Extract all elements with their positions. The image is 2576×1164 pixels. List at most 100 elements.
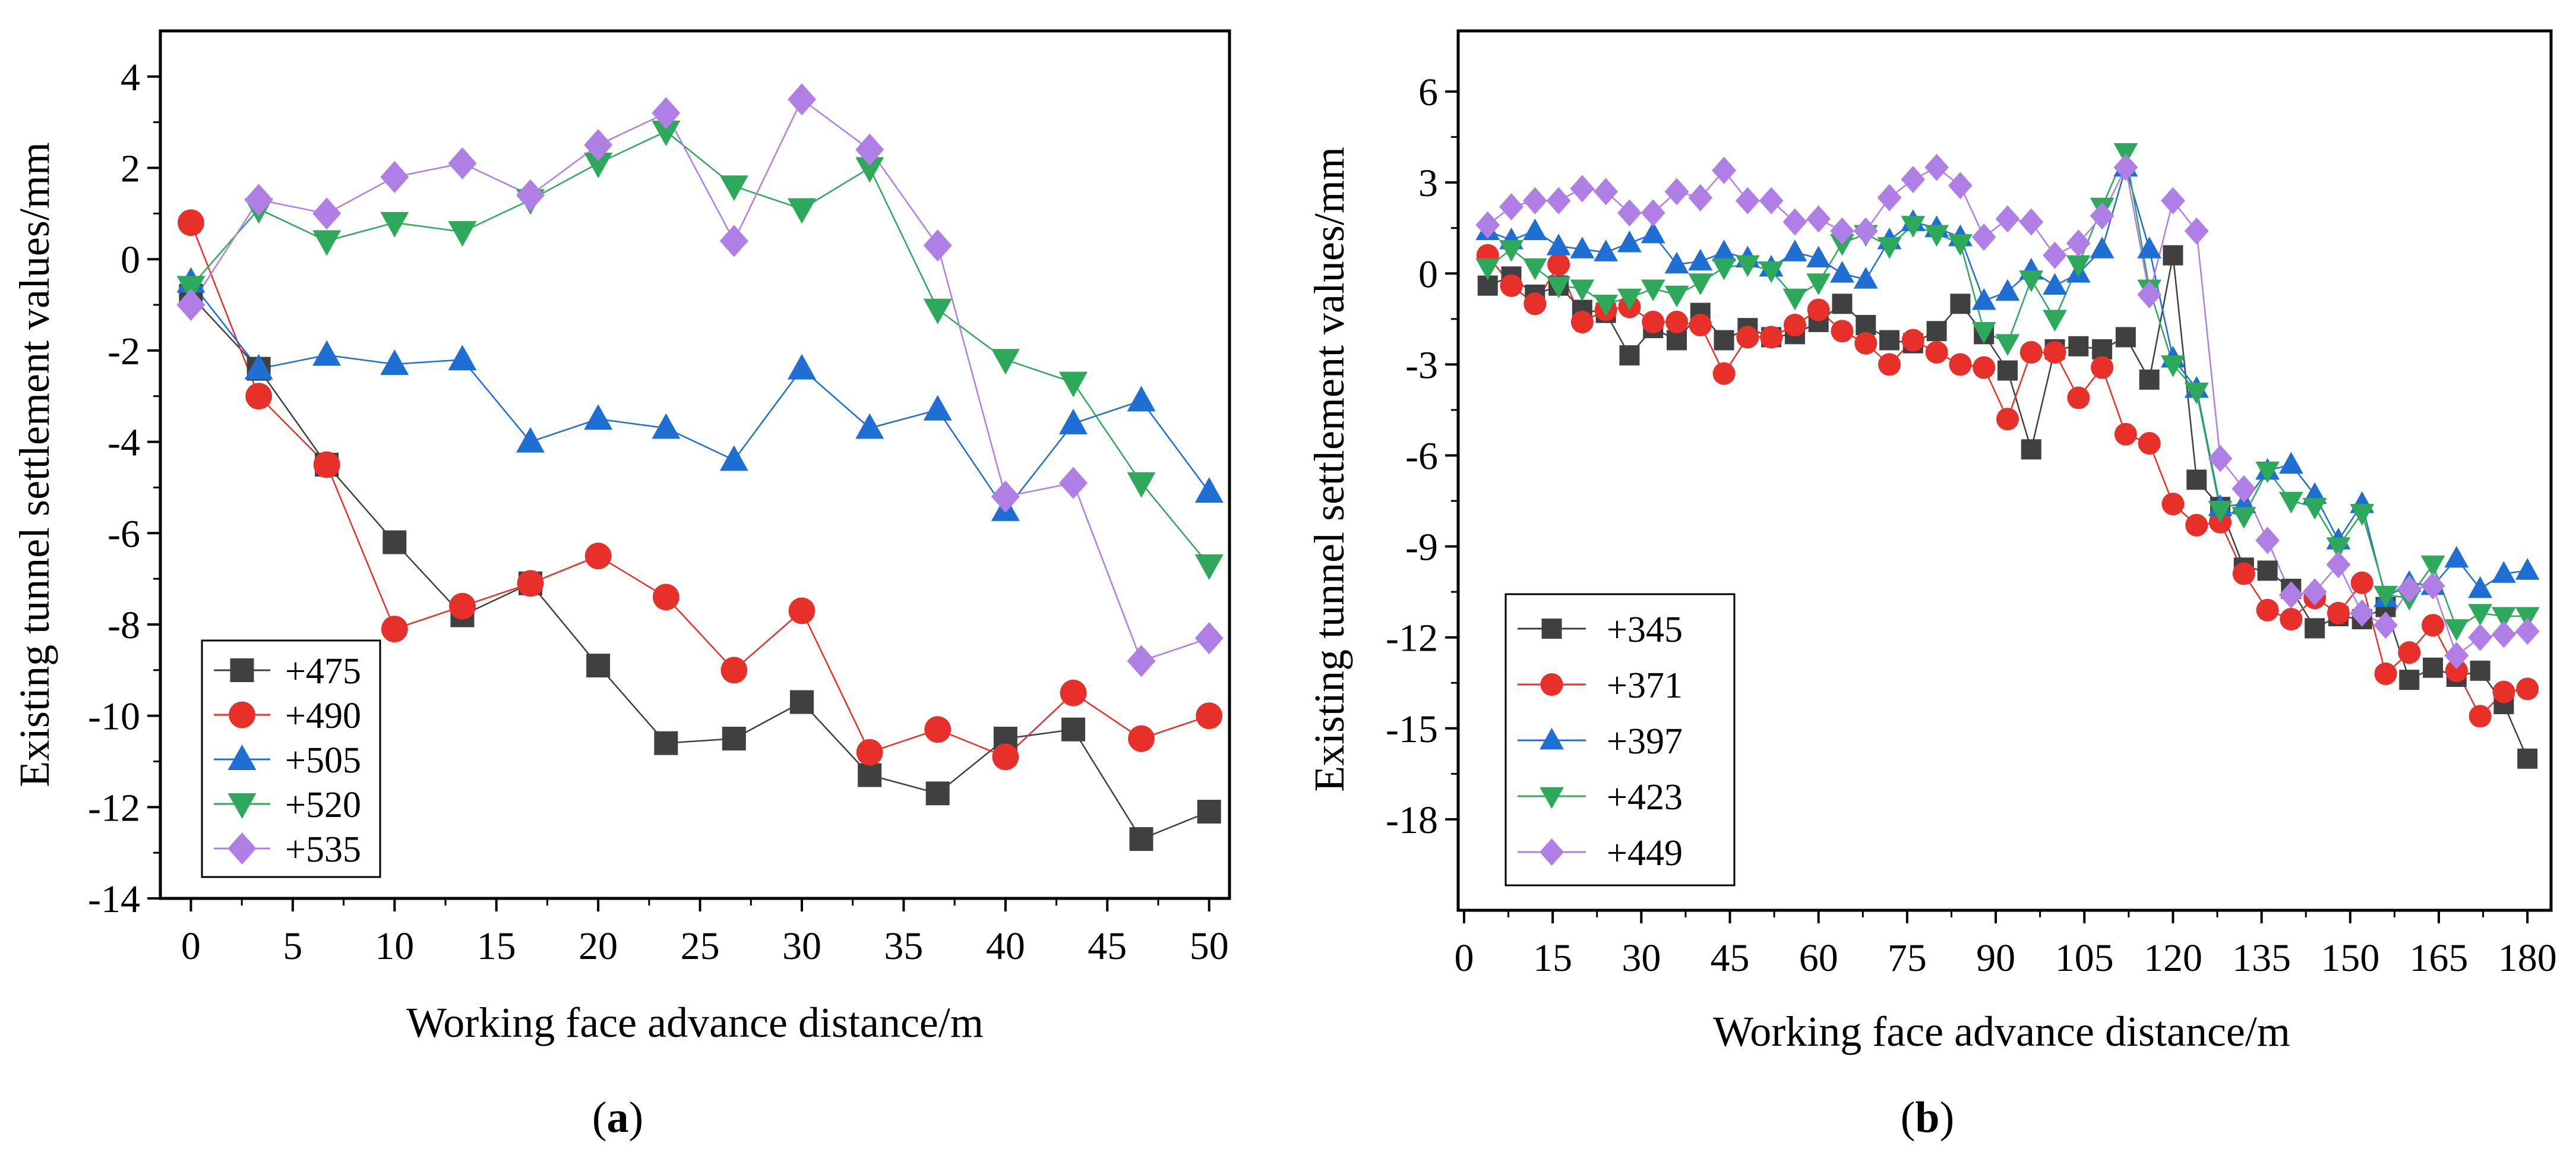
legend-marker <box>1540 838 1564 866</box>
legend-entries-a: +475+490+505+520+535 <box>214 651 361 870</box>
data-point-475 <box>654 731 678 755</box>
series-line-475 <box>190 295 1210 840</box>
series-line-520 <box>190 130 1210 566</box>
data-point-449 <box>2302 578 2327 606</box>
data-point-371 <box>2114 422 2137 446</box>
data-point-371 <box>1642 310 1665 333</box>
data-point-345 <box>1926 321 1947 342</box>
data-point-490 <box>449 592 476 620</box>
data-point-371 <box>1807 298 1830 321</box>
data-point-449 <box>1546 187 1571 214</box>
data-point-520 <box>652 121 681 147</box>
data-point-345 <box>2139 369 2160 390</box>
x-tick-label: 50 <box>1190 925 1229 968</box>
data-point-423 <box>1617 288 1642 311</box>
data-point-345 <box>2399 670 2420 690</box>
y-tick-label: 0 <box>121 238 140 282</box>
legend-label: +345 <box>1607 610 1683 650</box>
data-point-371 <box>1949 353 1972 376</box>
data-point-449 <box>2137 281 2162 308</box>
data-point-423 <box>2326 537 2351 559</box>
data-point-371 <box>2350 571 2373 594</box>
data-point-397 <box>2090 236 2114 258</box>
data-point-490 <box>992 743 1019 771</box>
data-point-371 <box>2067 386 2090 409</box>
y-tick-label: -8 <box>108 604 140 647</box>
data-point-423 <box>2161 355 2185 377</box>
data-point-505 <box>312 340 342 366</box>
data-point-371 <box>2422 614 2445 637</box>
data-point-520 <box>788 198 816 224</box>
tick-group-a: 0 5 10 15 20 25 30 35 40 45 50 -14 -12 -10 -8 -6 -4 -2 0 2 4 <box>88 56 1229 968</box>
data-point-423 <box>1995 334 2020 356</box>
data-point-449 <box>2515 617 2540 645</box>
y-axis-label-a: Existing tunnel settlement values/mm <box>11 142 58 787</box>
y-tick-label: -2 <box>108 330 140 373</box>
data-point-449 <box>2397 575 2422 602</box>
data-point-449 <box>1759 187 1784 214</box>
data-point-345 <box>1667 330 1687 351</box>
data-point-371 <box>1783 313 1806 337</box>
legend-label: +475 <box>285 651 361 692</box>
data-point-490 <box>720 657 748 684</box>
data-point-535 <box>584 129 613 162</box>
panel-letter-b: b <box>1915 1093 1939 1142</box>
data-point-535 <box>448 147 477 179</box>
data-point-423 <box>2043 310 2067 332</box>
data-point-423 <box>2232 507 2256 529</box>
chart-panel-a: 0 5 10 15 20 25 30 35 40 45 50 -14 -12 -10 -8 -6 -4 -2 0 2 4… <box>11 29 1231 1142</box>
x-tick-label: 165 <box>2410 936 2468 980</box>
data-point-490 <box>584 542 612 570</box>
data-point-505 <box>652 413 681 439</box>
data-point-345 <box>1879 330 1900 351</box>
data-point-423 <box>1735 255 1760 277</box>
data-point-520 <box>719 175 748 201</box>
y-tick-label: -14 <box>88 878 140 921</box>
data-point-449 <box>1948 172 1973 200</box>
legend-marker <box>1540 673 1563 696</box>
data-point-371 <box>1973 356 1996 379</box>
data-point-449 <box>2113 153 2138 181</box>
data-point-490 <box>381 616 408 643</box>
legend-marker <box>1540 727 1564 750</box>
data-point-371 <box>2280 608 2303 631</box>
series-line-505 <box>190 281 1210 512</box>
y-tick-label: -9 <box>1405 526 1438 569</box>
data-point-520 <box>448 221 477 247</box>
data-point-449 <box>1971 223 1996 251</box>
data-point-371 <box>2492 680 2515 704</box>
data-point-520 <box>923 298 952 324</box>
data-point-505 <box>448 345 477 371</box>
data-point-397 <box>1688 248 1713 271</box>
series-group-a <box>176 83 1224 851</box>
y-tick-label: 2 <box>121 147 140 191</box>
data-point-371 <box>2019 340 2043 364</box>
data-point-423 <box>1806 273 1831 295</box>
data-point-371 <box>1736 326 1759 349</box>
data-point-345 <box>1950 294 1971 314</box>
data-point-345 <box>1856 315 1876 336</box>
y-tick-label: -12 <box>1386 617 1438 660</box>
data-point-423 <box>2184 383 2209 405</box>
data-point-397 <box>1971 288 1996 310</box>
data-point-490 <box>856 739 883 766</box>
data-point-449 <box>1806 205 1831 233</box>
data-point-397 <box>1617 230 1642 253</box>
y-tick-label: -6 <box>108 512 140 556</box>
data-point-490 <box>924 716 952 743</box>
x-tick-label: 25 <box>681 925 720 968</box>
data-point-475 <box>722 727 746 751</box>
x-tick-label: 20 <box>579 925 618 968</box>
data-point-397 <box>1570 236 1595 258</box>
data-point-397 <box>1712 239 1736 261</box>
data-point-371 <box>1831 320 1854 343</box>
legend-marker <box>227 832 257 865</box>
data-point-423 <box>2255 461 2280 484</box>
data-point-345 <box>2021 439 2041 460</box>
data-point-449 <box>1475 211 1500 239</box>
x-tick-label: 105 <box>2055 936 2114 980</box>
x-tick-label: 15 <box>1533 936 1572 980</box>
data-point-397 <box>1782 239 1807 261</box>
data-point-423 <box>1688 273 1713 295</box>
data-point-371 <box>1760 326 1783 349</box>
